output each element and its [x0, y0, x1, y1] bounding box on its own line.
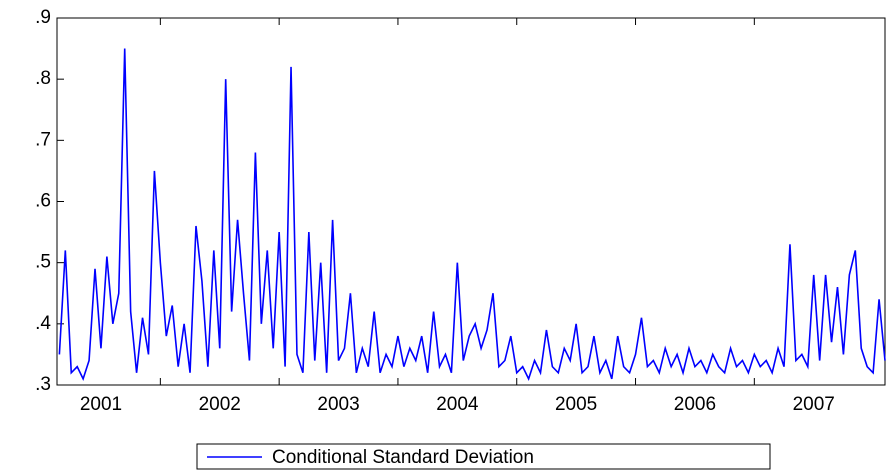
x-tick-label: 2002 — [199, 394, 241, 415]
y-tick-label: .7 — [35, 129, 51, 150]
plot-frame — [56, 17, 886, 386]
x-tick-label: 2001 — [80, 394, 122, 415]
y-tick-label: .8 — [35, 68, 51, 89]
series-line — [58, 48, 886, 382]
y-tick-label: .3 — [35, 374, 51, 395]
y-tick-label: .5 — [35, 252, 51, 273]
y-tick-label: .4 — [35, 313, 51, 334]
legend-box — [196, 443, 771, 470]
x-tick-label: 2005 — [555, 394, 597, 415]
x-tick-label: 2006 — [674, 394, 716, 415]
legend-label: Conditional Standard Deviation — [272, 447, 534, 468]
x-tick-label: 2007 — [793, 394, 835, 415]
x-tick-label: 2004 — [436, 394, 479, 415]
y-tick-label: .6 — [35, 191, 51, 212]
y-tick-label: .9 — [35, 7, 51, 28]
x-tick-label: 2003 — [317, 394, 359, 415]
